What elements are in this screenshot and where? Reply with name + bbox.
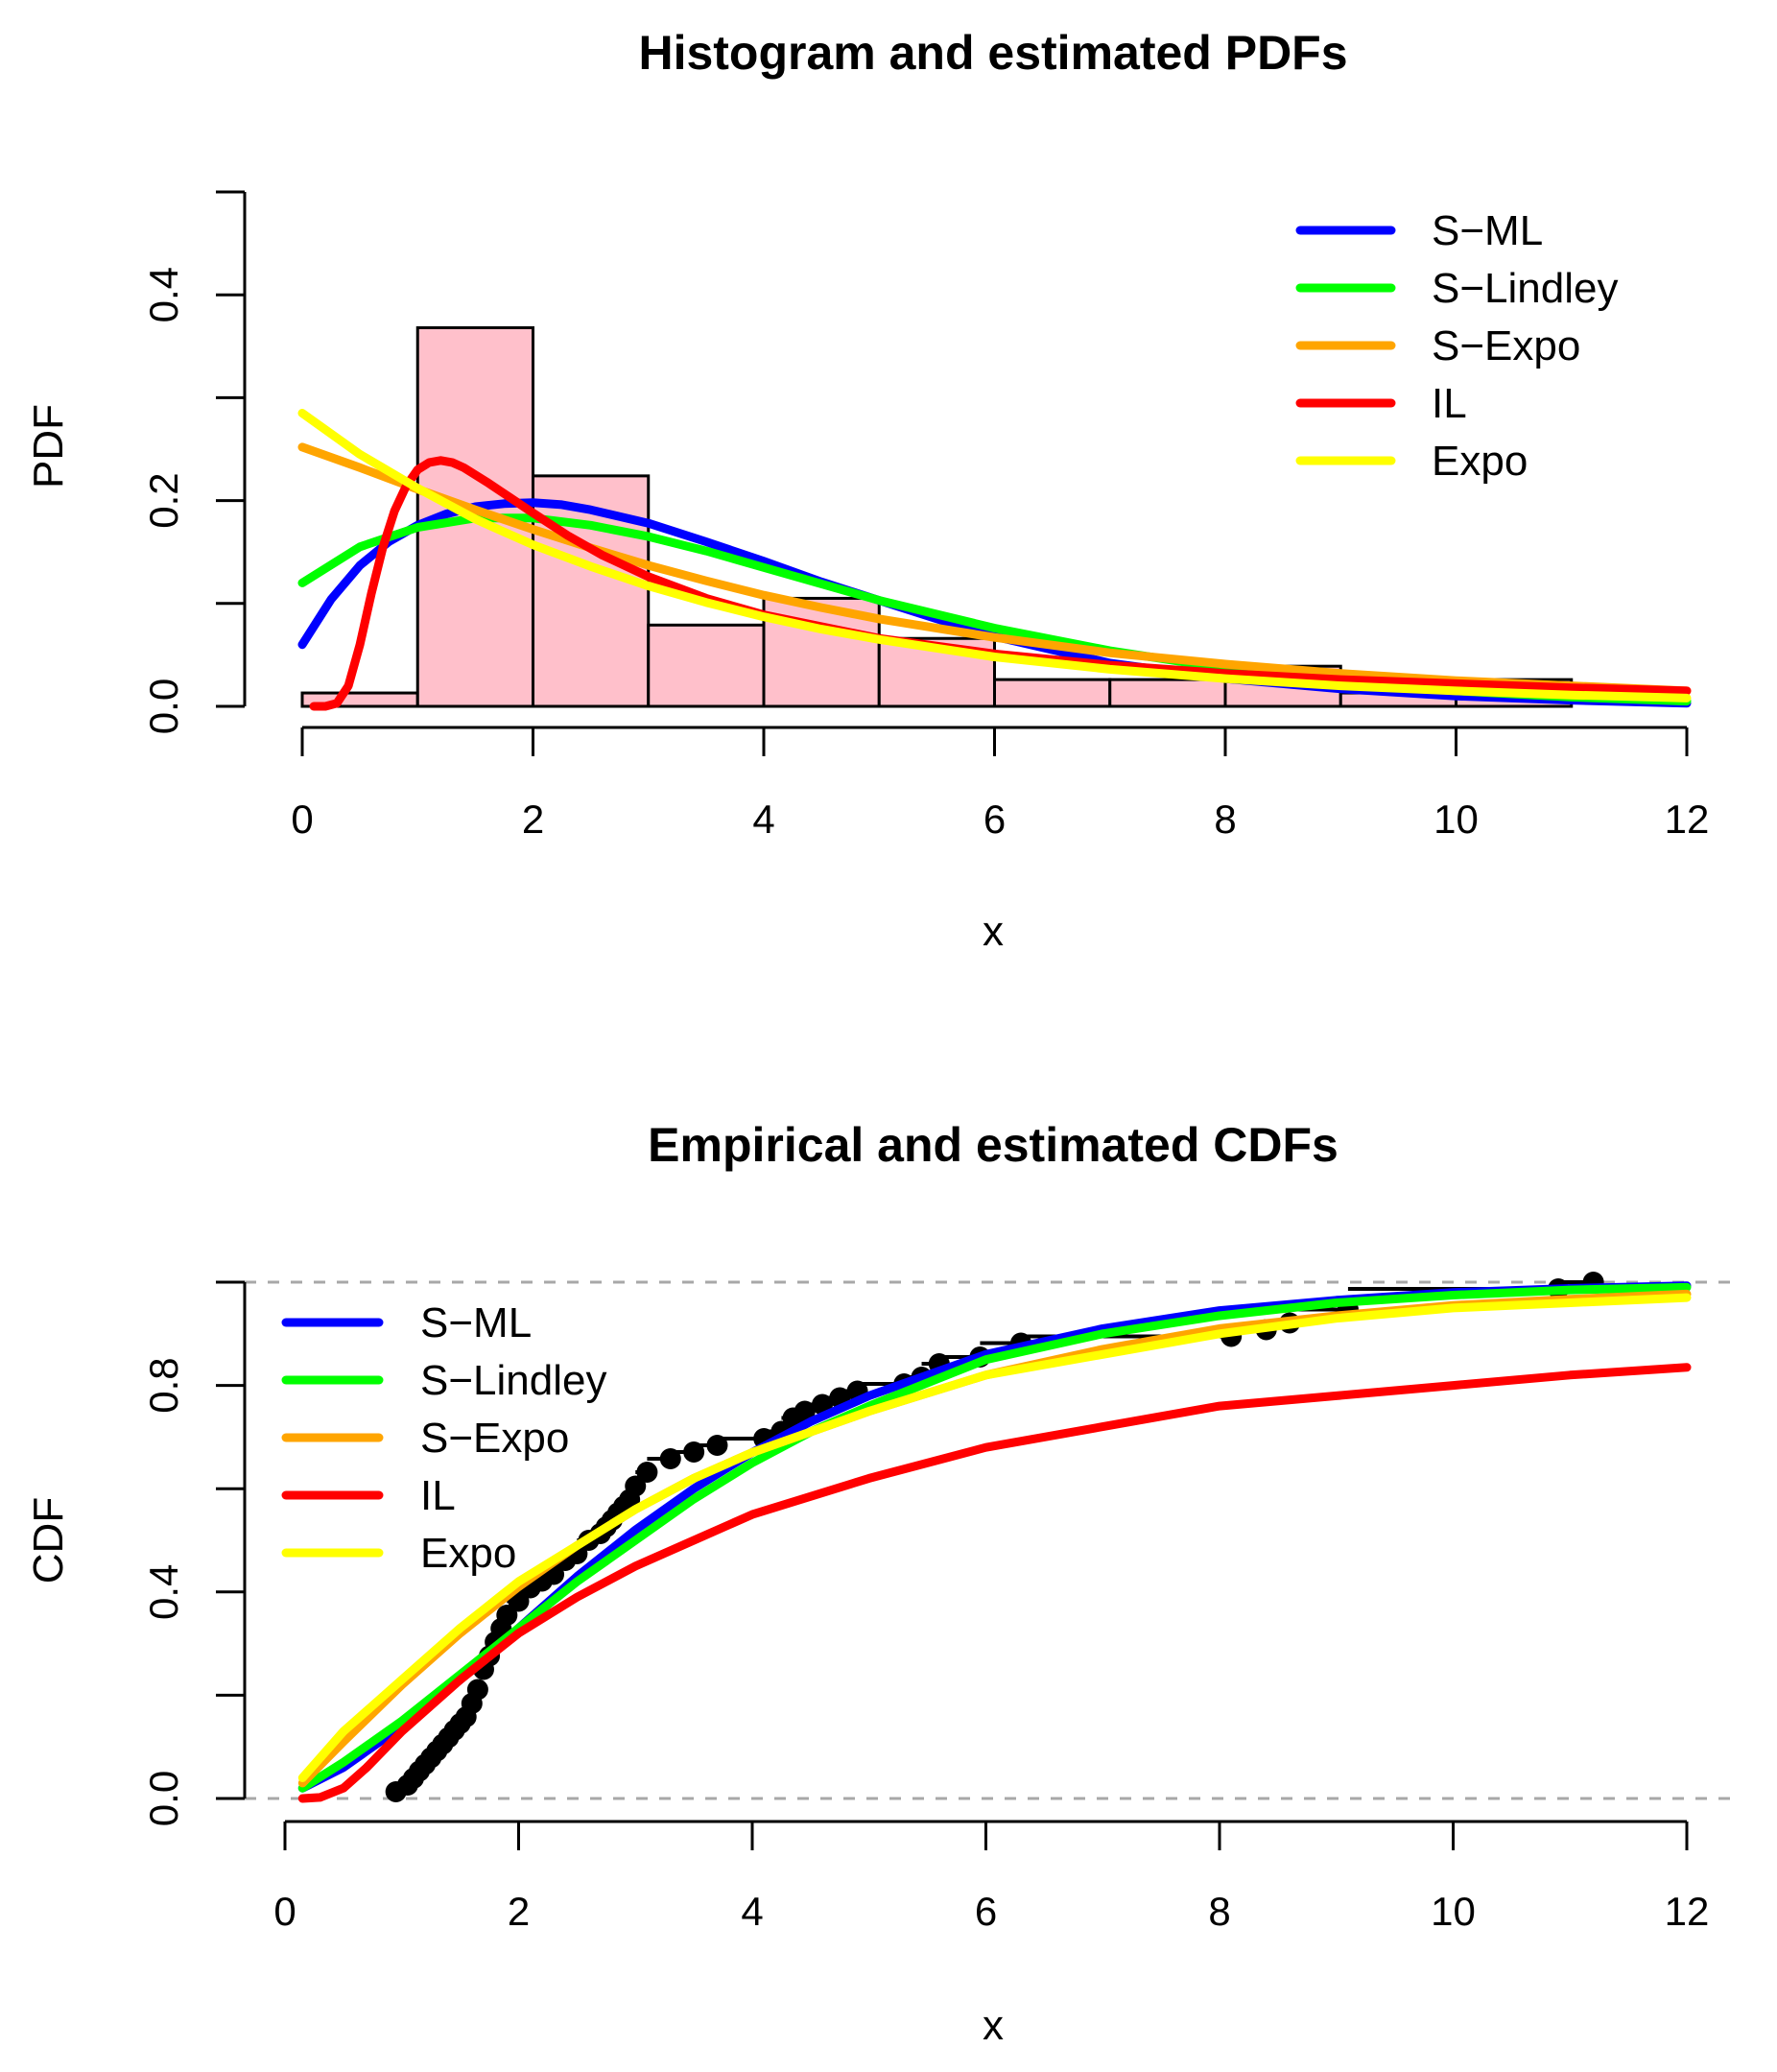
legend-label-s-lindley: S−Lindley (1432, 265, 1618, 312)
y-tick-label: 0.0 (141, 679, 186, 734)
cdf-x-axis: 0 2 4 6 8 10 12 (273, 1820, 1710, 1934)
legend-label-s-ml: S−ML (420, 1299, 532, 1346)
y-tick-label: 0.8 (141, 1357, 186, 1413)
histogram-bar (647, 623, 766, 708)
pdf-title: Histogram and estimated PDFs (638, 26, 1347, 80)
x-tick-label: 6 (975, 1889, 997, 1934)
x-tick-label: 6 (983, 797, 1006, 842)
cdf-y-axis-label: CDF (25, 1497, 72, 1584)
cdf-y-axis: 0.0 0.4 0.8 (141, 1280, 247, 1826)
x-tick-label: 0 (291, 797, 313, 842)
pdf-panel: Histogram and estimated PDFs 0.0 0.2 0.4 0… (25, 26, 1709, 955)
ecdf-point (636, 1461, 658, 1483)
cdf-x-axis-label: x (983, 2002, 1004, 2049)
x-tick-label: 4 (741, 1889, 763, 1934)
pdf-curves (297, 409, 1692, 711)
histogram-bar (1108, 678, 1227, 708)
x-tick-label: 4 (752, 797, 774, 842)
y-tick-label: 0.0 (141, 1771, 186, 1826)
y-tick-label: 0.2 (141, 472, 186, 528)
ecdf-point (496, 1605, 518, 1627)
cdf-legend: S−ML S−Lindley S−Expo IL Expo (281, 1299, 606, 1577)
series-line-expo (297, 409, 1692, 703)
x-tick-label: 10 (1433, 797, 1479, 842)
series-line-il (297, 1363, 1692, 1803)
x-tick-label: 12 (1665, 797, 1710, 842)
pdf-x-axis: 0 2 4 6 8 10 12 (291, 726, 1710, 842)
ecdf-point (466, 1679, 488, 1701)
pdf-y-axis-label: PDF (25, 404, 72, 488)
histogram-bar (993, 678, 1112, 708)
pdf-legend: S−ML S−Lindley S−Expo IL Expo (1295, 207, 1618, 485)
legend-label-expo: Expo (1432, 438, 1528, 485)
series-line-s-expo (297, 442, 1692, 696)
legend-label-il: IL (420, 1472, 456, 1519)
pdf-x-axis-label: x (983, 908, 1004, 955)
ecdf-point (625, 1475, 647, 1497)
series-line-s-lindley (297, 1282, 1692, 1793)
legend-label-s-lindley: S−Lindley (420, 1357, 606, 1404)
x-tick-label: 8 (1208, 1889, 1230, 1934)
x-tick-label: 2 (508, 1889, 530, 1934)
histogram-bar (532, 474, 651, 708)
y-tick-label: 0.4 (141, 1564, 186, 1620)
legend-label-s-expo: S−Expo (1432, 322, 1580, 369)
legend-label-s-expo: S−Expo (420, 1415, 569, 1462)
x-tick-label: 10 (1431, 1889, 1476, 1934)
pdf-y-axis: 0.0 0.2 0.4 (141, 190, 247, 734)
x-tick-label: 12 (1665, 1889, 1710, 1934)
cdf-curves (297, 1281, 1692, 1803)
x-tick-label: 2 (522, 797, 544, 842)
cdf-title: Empirical and estimated CDFs (648, 1118, 1339, 1172)
x-tick-label: 0 (273, 1889, 296, 1934)
y-tick-label: 0.4 (141, 267, 186, 322)
cdf-panel: Empirical and estimated CDFs 0.0 0.4 0.8 0… (25, 1118, 1741, 2049)
legend-label-expo: Expo (420, 1530, 516, 1577)
cdf-reference-lines (245, 1280, 1741, 1800)
x-tick-label: 8 (1214, 797, 1236, 842)
legend-label-il: IL (1432, 380, 1467, 427)
series-line-expo (297, 1293, 1692, 1782)
legend-label-s-ml: S−ML (1432, 207, 1543, 254)
